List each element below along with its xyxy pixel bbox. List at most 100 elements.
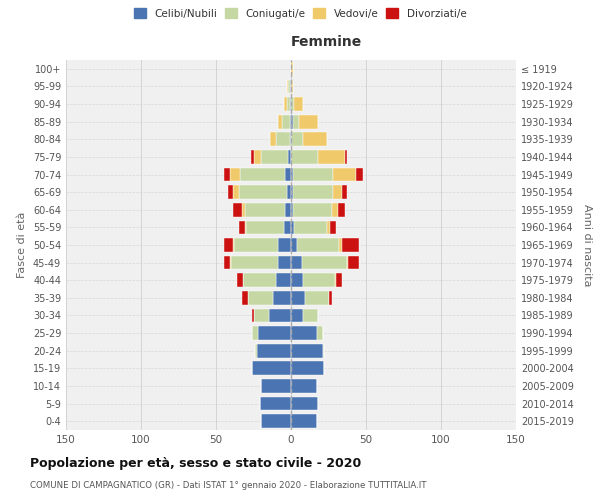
- Bar: [318, 150, 345, 164]
- Bar: [288, 80, 290, 94]
- Bar: [240, 168, 285, 181]
- Bar: [261, 379, 291, 393]
- Bar: [327, 220, 330, 234]
- Bar: [333, 168, 355, 181]
- Bar: [290, 132, 291, 146]
- Bar: [335, 274, 336, 287]
- Bar: [291, 115, 293, 128]
- Bar: [291, 203, 293, 216]
- Bar: [291, 168, 293, 181]
- Bar: [287, 80, 288, 94]
- Bar: [276, 274, 291, 287]
- Bar: [348, 256, 359, 270]
- Bar: [252, 326, 258, 340]
- Bar: [269, 308, 291, 322]
- Bar: [251, 150, 254, 164]
- Bar: [255, 344, 257, 358]
- Bar: [234, 238, 277, 252]
- Bar: [243, 274, 276, 287]
- Bar: [277, 115, 282, 128]
- Bar: [317, 326, 323, 340]
- Bar: [228, 186, 233, 199]
- Text: COMUNE DI CAMPAGNATICO (GR) - Dati ISTAT 1° gennaio 2020 - Elaborazione TUTTITAL: COMUNE DI CAMPAGNATICO (GR) - Dati ISTAT…: [30, 481, 427, 490]
- Bar: [290, 97, 291, 111]
- Bar: [291, 97, 294, 111]
- Bar: [336, 274, 342, 287]
- Bar: [291, 220, 294, 234]
- Bar: [337, 203, 345, 216]
- Bar: [233, 186, 239, 199]
- Bar: [291, 62, 293, 76]
- Bar: [339, 238, 342, 252]
- Bar: [297, 238, 339, 252]
- Bar: [248, 291, 273, 304]
- Bar: [303, 274, 335, 287]
- Bar: [223, 168, 229, 181]
- Bar: [293, 203, 331, 216]
- Bar: [241, 291, 248, 304]
- Bar: [261, 414, 291, 428]
- Bar: [291, 150, 318, 164]
- Bar: [331, 203, 337, 216]
- Bar: [245, 220, 246, 234]
- Bar: [257, 344, 291, 358]
- Bar: [294, 97, 303, 111]
- Bar: [231, 256, 277, 270]
- Bar: [261, 150, 288, 164]
- Bar: [305, 291, 329, 304]
- Bar: [245, 203, 285, 216]
- Bar: [260, 396, 291, 410]
- Text: Popolazione per età, sesso e stato civile - 2020: Popolazione per età, sesso e stato civil…: [30, 458, 361, 470]
- Bar: [290, 115, 291, 128]
- Bar: [291, 362, 324, 375]
- Y-axis label: Anni di nascita: Anni di nascita: [582, 204, 592, 286]
- Bar: [291, 238, 297, 252]
- Bar: [323, 344, 324, 358]
- Bar: [291, 274, 303, 287]
- Bar: [293, 186, 333, 199]
- Bar: [342, 186, 347, 199]
- Bar: [291, 379, 317, 393]
- Bar: [291, 308, 303, 322]
- Bar: [347, 256, 348, 270]
- Bar: [284, 220, 291, 234]
- Bar: [258, 326, 291, 340]
- Bar: [291, 414, 317, 428]
- Bar: [285, 203, 291, 216]
- Bar: [303, 132, 327, 146]
- Bar: [252, 308, 254, 322]
- Bar: [277, 238, 291, 252]
- Bar: [229, 168, 240, 181]
- Bar: [355, 168, 363, 181]
- Bar: [290, 80, 291, 94]
- Bar: [299, 115, 318, 128]
- Bar: [254, 150, 261, 164]
- Legend: Celibi/Nubili, Coniugati/e, Vedovi/e, Divorziati/e: Celibi/Nubili, Coniugati/e, Vedovi/e, Di…: [131, 5, 469, 21]
- Bar: [277, 256, 291, 270]
- Bar: [239, 220, 245, 234]
- Bar: [237, 274, 243, 287]
- Y-axis label: Fasce di età: Fasce di età: [17, 212, 27, 278]
- Bar: [329, 291, 331, 304]
- Bar: [233, 203, 241, 216]
- Bar: [291, 186, 293, 199]
- Bar: [287, 97, 290, 111]
- Bar: [294, 220, 327, 234]
- Bar: [284, 97, 287, 111]
- Bar: [330, 220, 336, 234]
- Bar: [288, 150, 291, 164]
- Bar: [239, 186, 287, 199]
- Bar: [291, 132, 303, 146]
- Bar: [252, 362, 291, 375]
- Bar: [333, 186, 342, 199]
- Bar: [270, 132, 276, 146]
- Text: Femmine: Femmine: [291, 35, 362, 49]
- Bar: [246, 220, 284, 234]
- Bar: [229, 256, 231, 270]
- Bar: [276, 132, 290, 146]
- Bar: [287, 186, 291, 199]
- Bar: [291, 396, 318, 410]
- Bar: [342, 238, 359, 252]
- Bar: [241, 203, 245, 216]
- Bar: [291, 344, 323, 358]
